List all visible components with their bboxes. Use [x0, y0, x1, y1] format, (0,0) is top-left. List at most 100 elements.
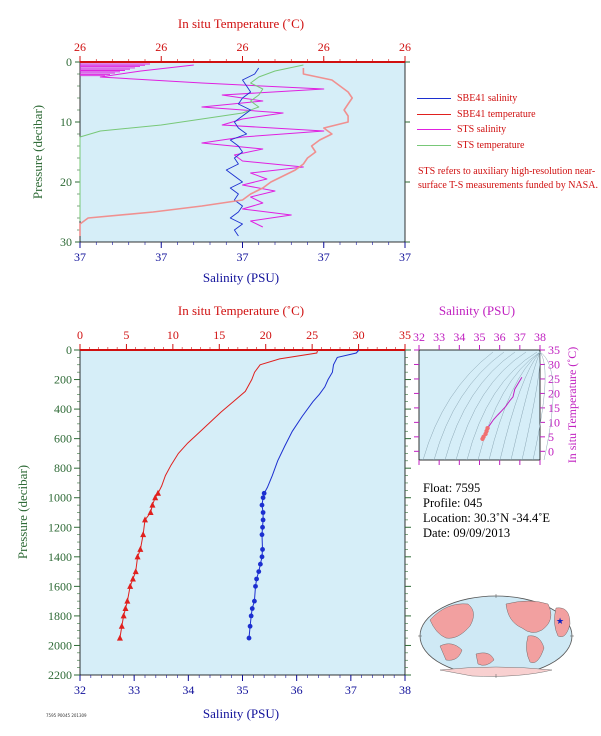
bottom-sal-tick-label: 37 — [345, 683, 357, 697]
top-temp-tick-label: 26 — [237, 40, 249, 54]
legend-item: SBE41 temperature — [417, 107, 536, 123]
sts-salinity-line — [99, 64, 325, 228]
footer-code: 7595 P0045 201309 — [46, 713, 87, 718]
legend-swatch — [417, 98, 451, 100]
bottom-sal-tick-label: 34 — [182, 683, 194, 697]
ts-temp-tick-label: 5 — [548, 430, 554, 444]
bottom-y-tick-label: 1400 — [48, 550, 72, 564]
salinity-marker — [260, 517, 266, 523]
legend-label: SBE41 salinity — [457, 93, 518, 105]
bottom-sal-tick-label: 35 — [237, 683, 249, 697]
top-y-tick-label: 30 — [60, 235, 72, 249]
density-contour — [466, 351, 538, 461]
ts-temp-tick-label: 35 — [548, 343, 560, 357]
float-number: Float: 7595 — [423, 481, 481, 495]
salinity-marker — [249, 606, 255, 611]
top-sal-tick-label: 37 — [318, 250, 330, 264]
temperature-marker — [129, 575, 136, 582]
sbe41-salinity-line — [225, 67, 260, 237]
ts-plot-series — [480, 376, 523, 442]
ts-temp-axis-title: In situ Temperature (˚C) — [565, 347, 579, 464]
salinity-marker — [257, 561, 263, 567]
density-contour — [539, 351, 554, 461]
ts-sal-tick-label: 32 — [413, 330, 425, 344]
bottom-sal-tick-label: 38 — [399, 683, 411, 697]
density-contour — [521, 351, 541, 461]
temperature-marker — [152, 494, 159, 501]
temperature-marker — [142, 516, 148, 523]
bottom-temp-axis-title: In situ Temperature (˚C) — [178, 303, 304, 318]
date: Date: 09/09/2013 — [423, 526, 511, 540]
salinity-marker — [252, 598, 257, 604]
bottom-temp-tick-label: 0 — [77, 328, 83, 342]
ts-sal-tick-label: 38 — [534, 330, 546, 344]
top-y-tick-label: 0 — [66, 55, 72, 69]
temperature-marker — [132, 568, 139, 575]
ts-temp-tick-label: 20 — [548, 386, 560, 400]
top-pressure-axis-title: Pressure (decibar) — [30, 105, 45, 199]
float-info: Float: 7595 Profile: 045 Location: 30.3˚… — [423, 481, 550, 541]
bottom-sal-tick-label: 33 — [128, 683, 140, 697]
top-temp-tick-label: 26 — [318, 40, 330, 54]
density-contour — [477, 351, 541, 461]
bottom-y-tick-label: 200 — [54, 373, 72, 387]
float-location-marker: ★ — [556, 616, 564, 626]
density-contour — [499, 351, 541, 461]
density-contour — [422, 351, 494, 461]
bottom-temp-tick-label: 5 — [123, 328, 129, 342]
bottom-temp-tick-label: 25 — [306, 328, 318, 342]
bottom-plot-ticks: 0200400600800100012001400160018002000220… — [48, 328, 411, 697]
ts-temp-tick-label: 10 — [548, 415, 560, 429]
salinity-marker — [260, 510, 266, 515]
bottom-y-tick-label: 400 — [54, 402, 72, 416]
top-temp-tick-label: 26 — [155, 40, 167, 54]
top-y-tick-label: 20 — [60, 175, 72, 189]
sts-temperature-line — [79, 64, 304, 221]
location: Location: 30.3˚N -34.4˚E — [423, 511, 551, 525]
temperature-marker — [127, 582, 134, 589]
salinity-marker — [260, 524, 265, 530]
top-plot-ticks: 0 10 20 30 26 26 26 26 26 37 37 37 37 37 — [60, 40, 411, 264]
top-legend: SBE41 salinity SBE41 temperature STS salin… — [417, 91, 536, 153]
salinity-marker — [260, 495, 266, 501]
bottom-temp-tick-label: 35 — [399, 328, 411, 342]
temperature-marker — [116, 634, 123, 641]
sbe41-temperature-line — [79, 68, 354, 236]
ts-sal-tick-label: 33 — [433, 330, 445, 344]
salinity-marker — [254, 576, 259, 582]
legend-item: SBE41 salinity — [417, 91, 536, 107]
top-sal-axis-title: Salinity (PSU) — [203, 270, 279, 285]
legend-label: STS temperature — [457, 139, 525, 151]
ts-temp-tick-label: 0 — [548, 444, 554, 458]
bottom-y-tick-label: 0 — [66, 343, 72, 357]
salinity-marker — [248, 613, 254, 619]
bottom-y-tick-label: 800 — [54, 461, 72, 475]
temperature-marker — [137, 545, 144, 552]
top-sal-tick-label: 37 — [74, 250, 86, 264]
density-contour — [455, 351, 527, 461]
salinity-marker — [247, 623, 253, 629]
density-contour — [510, 351, 541, 461]
world-map: ★ — [418, 594, 574, 678]
legend-swatch — [417, 144, 451, 146]
sts-note: STS refers to auxiliary high-resolution … — [418, 166, 598, 191]
top-temp-tick-label: 26 — [74, 40, 86, 54]
temperature-marker — [147, 509, 154, 515]
ts-sal-tick-label: 34 — [453, 330, 465, 344]
temperature-marker — [124, 597, 131, 604]
bottom-y-tick-label: 1600 — [48, 579, 72, 593]
bottom-sal-tick-label: 36 — [291, 683, 303, 697]
top-temp-axis-title: In situ Temperature (˚C) — [178, 16, 304, 31]
ts-plot-area — [418, 349, 541, 461]
bottom-temp-tick-label: 20 — [260, 328, 272, 342]
bottom-y-tick-label: 1000 — [48, 491, 72, 505]
ts-sal-axis-title: Salinity (PSU) — [439, 303, 515, 318]
salinity-marker — [259, 554, 265, 560]
ts-sal-tick-label: 35 — [474, 330, 486, 344]
temperature-marker — [134, 553, 141, 560]
legend-label: SBE41 temperature — [457, 108, 536, 120]
density-contour — [433, 351, 505, 461]
temperature-marker — [122, 605, 129, 612]
